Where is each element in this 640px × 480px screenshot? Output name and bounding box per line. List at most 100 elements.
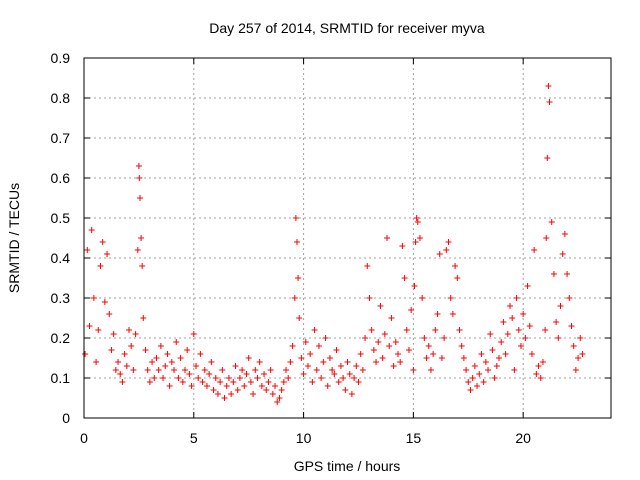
data-point — [487, 331, 494, 337]
data-point — [289, 343, 296, 349]
data-point — [285, 375, 292, 381]
data-point — [454, 275, 461, 281]
data-point — [128, 343, 135, 349]
data-point — [236, 375, 243, 381]
data-point — [320, 359, 327, 365]
data-point — [348, 391, 355, 397]
data-point — [155, 367, 162, 373]
data-point — [346, 371, 353, 377]
data-point — [399, 243, 406, 249]
data-point — [465, 379, 472, 385]
data-point — [119, 379, 126, 385]
data-point — [190, 331, 197, 337]
data-point — [291, 295, 298, 301]
data-point — [436, 251, 443, 257]
data-point — [241, 383, 248, 389]
data-point — [192, 363, 199, 369]
data-point — [95, 327, 102, 333]
data-point — [201, 367, 208, 373]
data-point — [386, 343, 393, 349]
data-point — [342, 387, 349, 393]
data-point — [449, 311, 456, 317]
data-point — [171, 367, 178, 373]
data-point — [395, 351, 402, 357]
data-point — [511, 367, 518, 373]
data-point — [430, 351, 437, 357]
data-points — [82, 83, 586, 405]
y-tick-label: 0.8 — [51, 90, 71, 106]
data-point — [326, 355, 333, 361]
y-tick-label: 0.2 — [51, 330, 71, 346]
data-point — [478, 351, 485, 357]
y-axis-label: SRMTID / TECUs — [6, 183, 22, 293]
data-point — [250, 391, 257, 397]
data-point — [283, 367, 290, 373]
x-tick-label: 0 — [80, 430, 88, 446]
data-point — [364, 263, 371, 269]
data-point — [173, 339, 180, 345]
data-point — [146, 379, 153, 385]
x-tick-label: 15 — [406, 430, 422, 446]
data-point — [458, 343, 465, 349]
data-point — [307, 351, 314, 357]
data-point — [219, 367, 226, 373]
data-point — [498, 339, 505, 345]
data-point — [543, 235, 550, 241]
data-point — [93, 359, 100, 365]
data-point — [359, 367, 366, 373]
data-point — [184, 347, 191, 353]
data-point — [463, 367, 470, 373]
data-point — [432, 327, 439, 333]
data-point — [559, 251, 566, 257]
data-point — [208, 359, 215, 365]
data-point — [476, 371, 483, 377]
data-point — [381, 331, 388, 337]
data-point — [300, 371, 307, 377]
data-point — [195, 375, 202, 381]
data-point — [302, 339, 309, 345]
data-point — [115, 359, 122, 365]
data-point — [309, 379, 316, 385]
data-point — [138, 235, 145, 241]
data-point — [324, 383, 331, 389]
data-point — [504, 331, 511, 337]
data-point — [149, 359, 156, 365]
data-point — [506, 303, 513, 309]
data-point — [261, 371, 268, 377]
data-point — [373, 359, 380, 365]
data-point — [331, 371, 338, 377]
data-point — [570, 343, 577, 349]
data-point — [186, 371, 193, 377]
data-point — [405, 347, 412, 353]
data-point — [456, 327, 463, 333]
data-point — [265, 379, 272, 385]
axis-ticks: 0 0.1 0.2 0.3 0.4 0.5 0.6 0.7 0.8 0.9 0 5 10 15 20 — [51, 50, 611, 446]
data-point — [434, 311, 441, 317]
data-point — [539, 359, 546, 365]
data-point — [272, 383, 279, 389]
data-point — [142, 347, 149, 353]
data-point — [254, 375, 261, 381]
data-point — [568, 323, 575, 329]
data-point — [480, 379, 487, 385]
data-point — [175, 375, 182, 381]
data-point — [108, 347, 115, 353]
data-point — [485, 367, 492, 373]
data-point — [482, 359, 489, 365]
data-point — [225, 375, 232, 381]
data-point — [206, 371, 213, 377]
y-tick-label: 0 — [62, 410, 70, 426]
data-point — [517, 343, 524, 349]
data-point — [377, 303, 384, 309]
data-point — [304, 363, 311, 369]
data-point — [548, 219, 555, 225]
data-point — [491, 375, 498, 381]
data-point — [84, 247, 91, 253]
data-point — [412, 239, 419, 245]
data-point — [245, 355, 252, 361]
data-point — [438, 355, 445, 361]
data-point — [263, 387, 270, 393]
data-point — [199, 379, 206, 385]
y-tick-label: 0.7 — [51, 130, 71, 146]
